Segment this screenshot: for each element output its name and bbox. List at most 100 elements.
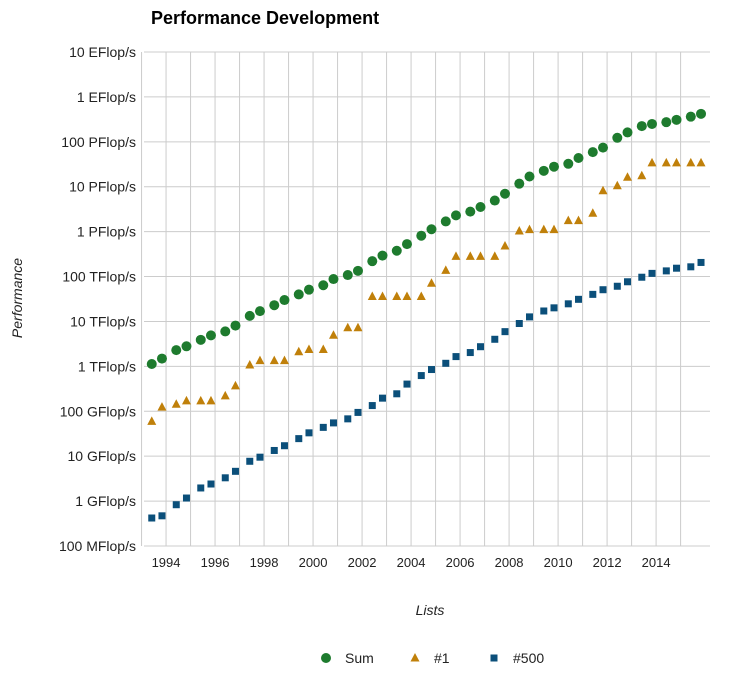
data-point — [671, 114, 682, 125]
data-point — [696, 157, 706, 167]
grid-lines — [141, 51, 710, 547]
data-point — [588, 208, 598, 217]
data-point — [598, 142, 609, 153]
data-point — [401, 239, 412, 250]
data-point — [647, 118, 658, 129]
data-point — [452, 353, 460, 361]
data-point — [392, 291, 402, 301]
data-point — [157, 402, 167, 411]
x-tick-label: 2004 — [397, 555, 426, 570]
data-point — [329, 419, 337, 427]
data-point — [354, 408, 362, 416]
y-axis-ticks: 100 MFlop/s 1 GFlop/s 10 GFlop/s 100 GFlop/… — [59, 44, 136, 554]
data-point — [426, 224, 437, 235]
data-point — [391, 245, 402, 256]
legend-item: #500 — [490, 650, 544, 666]
data-point — [171, 345, 182, 356]
data-point — [367, 291, 377, 301]
data-point — [475, 201, 486, 212]
data-point — [538, 165, 549, 176]
data-point — [344, 415, 352, 423]
data-point — [441, 265, 451, 274]
legend-label: #500 — [513, 650, 544, 666]
data-point — [244, 310, 255, 321]
data-point — [514, 178, 525, 189]
series-top-1 — [147, 157, 706, 425]
data-point — [563, 158, 574, 169]
data-point — [197, 484, 205, 492]
data-point — [393, 390, 401, 398]
data-point — [525, 224, 535, 234]
data-point — [465, 206, 476, 217]
data-point — [181, 341, 192, 352]
data-point — [624, 278, 632, 286]
data-point — [589, 290, 597, 298]
x-tick-label: 1998 — [250, 555, 279, 570]
y-tick-label: 100 MFlop/s — [59, 538, 136, 554]
data-point — [207, 480, 215, 488]
data-point — [171, 399, 181, 408]
data-point — [687, 263, 695, 271]
data-point — [181, 395, 191, 405]
x-tick-label: 2010 — [544, 555, 573, 570]
data-point — [685, 111, 696, 122]
data-point — [182, 494, 190, 502]
data-point — [403, 380, 411, 388]
data-point — [426, 278, 436, 287]
y-tick-label: 10 EFlop/s — [69, 44, 136, 60]
data-point — [476, 343, 484, 351]
x-axis-label: Lists — [416, 602, 445, 618]
y-tick-label: 10 GFlop/s — [68, 448, 136, 464]
legend-marker — [410, 653, 420, 662]
data-point — [648, 269, 656, 277]
data-point — [638, 273, 646, 281]
data-point — [465, 251, 475, 260]
series-sum — [146, 108, 707, 369]
data-point — [245, 360, 255, 369]
data-point — [269, 355, 279, 365]
legend-item: #1 — [410, 650, 450, 666]
y-tick-label: 10 TFlop/s — [70, 313, 136, 329]
data-point — [575, 295, 583, 303]
data-point — [156, 353, 167, 364]
data-point — [342, 270, 353, 281]
data-point — [279, 355, 289, 365]
data-point — [466, 349, 474, 357]
data-point — [158, 512, 166, 520]
data-point — [352, 265, 363, 276]
data-point — [146, 358, 157, 369]
data-point — [343, 322, 353, 332]
data-point — [696, 108, 707, 119]
data-point — [550, 304, 558, 312]
data-point — [613, 282, 621, 290]
data-point — [427, 366, 435, 374]
data-point — [231, 467, 239, 475]
y-tick-label: 1 PFlop/s — [77, 224, 136, 240]
data-point — [612, 132, 623, 143]
data-point — [377, 291, 387, 301]
data-point — [450, 210, 461, 221]
data-point — [220, 390, 230, 400]
data-point — [514, 226, 524, 235]
data-point — [195, 334, 206, 345]
y-tick-label: 1 GFlop/s — [75, 493, 136, 509]
y-axis-label: Performance — [9, 258, 25, 338]
x-tick-label: 2000 — [299, 555, 328, 570]
legend-item: Sum — [321, 650, 374, 666]
data-point — [147, 416, 157, 425]
data-point — [270, 446, 278, 454]
y-tick-label: 10 PFlop/s — [69, 179, 136, 195]
data-point — [563, 215, 573, 225]
data-point — [501, 328, 509, 336]
y-tick-label: 1 EFlop/s — [77, 89, 136, 105]
y-tick-label: 100 GFlop/s — [60, 403, 136, 419]
data-point — [328, 274, 339, 285]
data-point — [499, 188, 510, 199]
data-point — [598, 185, 608, 195]
data-point — [442, 359, 450, 367]
data-point — [475, 251, 485, 260]
data-point — [305, 429, 313, 437]
data-point — [526, 313, 534, 321]
legend-label: Sum — [345, 650, 374, 666]
data-point — [549, 161, 560, 172]
